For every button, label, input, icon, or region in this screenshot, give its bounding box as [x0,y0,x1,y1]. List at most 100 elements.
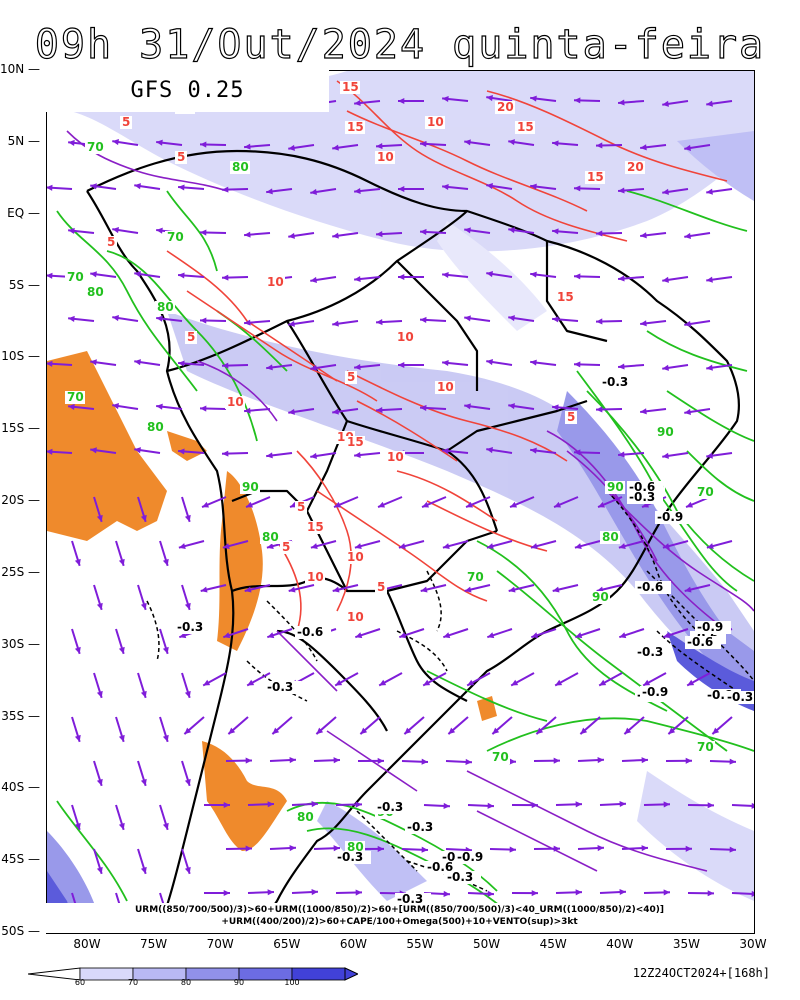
contour-label: -0.9 [457,850,483,864]
contour-label: 10 [437,380,454,394]
contour-label: -0.9 [657,510,683,524]
contour-label-bg [425,861,461,874]
contour-label: 10 [377,150,394,164]
contour-label-bg [185,331,197,344]
latitude-label: 5N — [7,133,40,148]
wind-arrowhead [112,403,119,410]
wind-arrowhead [684,408,691,415]
wind-arrowhead [663,632,671,639]
wind-arrowhead [184,727,192,735]
wind-arrowhead [310,452,317,459]
contour-label: 5 [567,410,575,424]
contour-label-bg [335,851,371,864]
wind-arrowhead [200,405,207,412]
wind-arrowhead [509,846,516,853]
wind-arrowhead [663,801,670,808]
wind-arrowhead [596,318,603,325]
wind-arrowhead [530,543,538,550]
contour-label: 15 [347,435,364,449]
wind-arrowhead [68,315,75,322]
contour-label: 15 [342,80,359,94]
wind-arrowhead [200,141,207,148]
wind-arrowhead [530,95,537,102]
wind-arrowhead [662,452,669,459]
wind-arrowhead [574,361,581,368]
wind-arrowhead [598,501,606,508]
wind-arrowhead [246,501,254,508]
wind-arrowhead [641,845,648,852]
wind-arrowhead [334,501,342,508]
contour-label-bg [695,621,731,634]
wind-arrowhead [156,139,163,146]
wind-arrowhead [619,888,626,896]
wind-arrowhead [134,183,141,190]
wind-arrowhead [575,632,583,639]
wind-arrowhead [96,514,103,522]
wind-arrowhead [618,451,625,458]
wind-arrowhead [574,449,581,456]
wind-arrowhead [422,501,430,508]
wind-arrowhead [712,727,720,735]
contour-label-bg [175,151,187,164]
contour-label: 10 [427,115,444,129]
longitude-label: 30W [739,937,767,951]
wind-arrowhead [222,186,229,193]
wind-arrowhead [245,757,252,764]
wind-arrowhead [222,274,229,281]
contour-label: -0.9 [642,685,668,699]
wind-arrowhead [420,140,427,147]
wind-arrowhead [90,271,97,278]
contour-label: 5 [282,540,290,554]
contour-label-bg [65,391,85,404]
contour-label-bg [225,396,245,409]
contour-label-bg [375,151,395,164]
wind-arrowhead [662,276,669,283]
latitude-label: EQ — [7,205,40,220]
wind-arrowhead [420,228,427,235]
contour-label: 5 [122,115,130,129]
latitude-label: 30S — [1,636,40,651]
wind-arrowhead [663,889,670,896]
wind-arrowhead [443,632,451,639]
contour-label: 5 [297,500,305,514]
wind-arrowhead [508,403,515,410]
contour-label: -0.9 [697,620,723,634]
wind-arrowhead [355,801,362,808]
wind-arrowhead [74,646,81,654]
contour-label-bg [685,636,721,649]
contour-label: 15 [557,290,574,304]
wind-arrowhead [599,679,607,686]
contour-label: -0.3 [447,870,473,884]
contour-label-bg [635,646,671,659]
contour-label: -0.6 [687,635,713,649]
wind-arrowhead [464,315,471,322]
contour-label: 15 [347,120,364,134]
contour-label-bg [385,451,405,464]
wind-arrowhead [464,403,471,410]
wind-arrowhead [311,800,318,808]
contour-label: 20 [627,160,644,174]
wind-arrowhead [222,450,229,457]
wind-arrowhead [508,227,515,234]
wind-arrowhead [706,100,713,107]
wind-arrowhead [487,632,495,639]
contour-label: 90 [592,590,609,604]
wind-arrowhead [596,230,603,237]
contour-label-bg [305,571,325,584]
contour-label-bg [375,801,411,814]
longitude-label: 75W [140,937,168,951]
wind-arrowhead [266,452,273,459]
wind-arrowhead [642,501,650,508]
wind-arrowhead [112,315,119,322]
contour-label: 70 [697,485,714,499]
wind-arrowhead [443,890,450,897]
contour-label-bg [455,851,491,864]
contour-label: -0.3 [407,820,433,834]
wind-arrowhead [706,188,713,195]
wind-arrowhead [399,632,407,639]
wind-arrowhead [398,185,405,193]
wind-arrowhead [420,316,427,323]
wind-arrowhead [310,276,317,283]
wind-arrowhead [508,315,515,322]
wind-arrowhead [684,232,691,239]
